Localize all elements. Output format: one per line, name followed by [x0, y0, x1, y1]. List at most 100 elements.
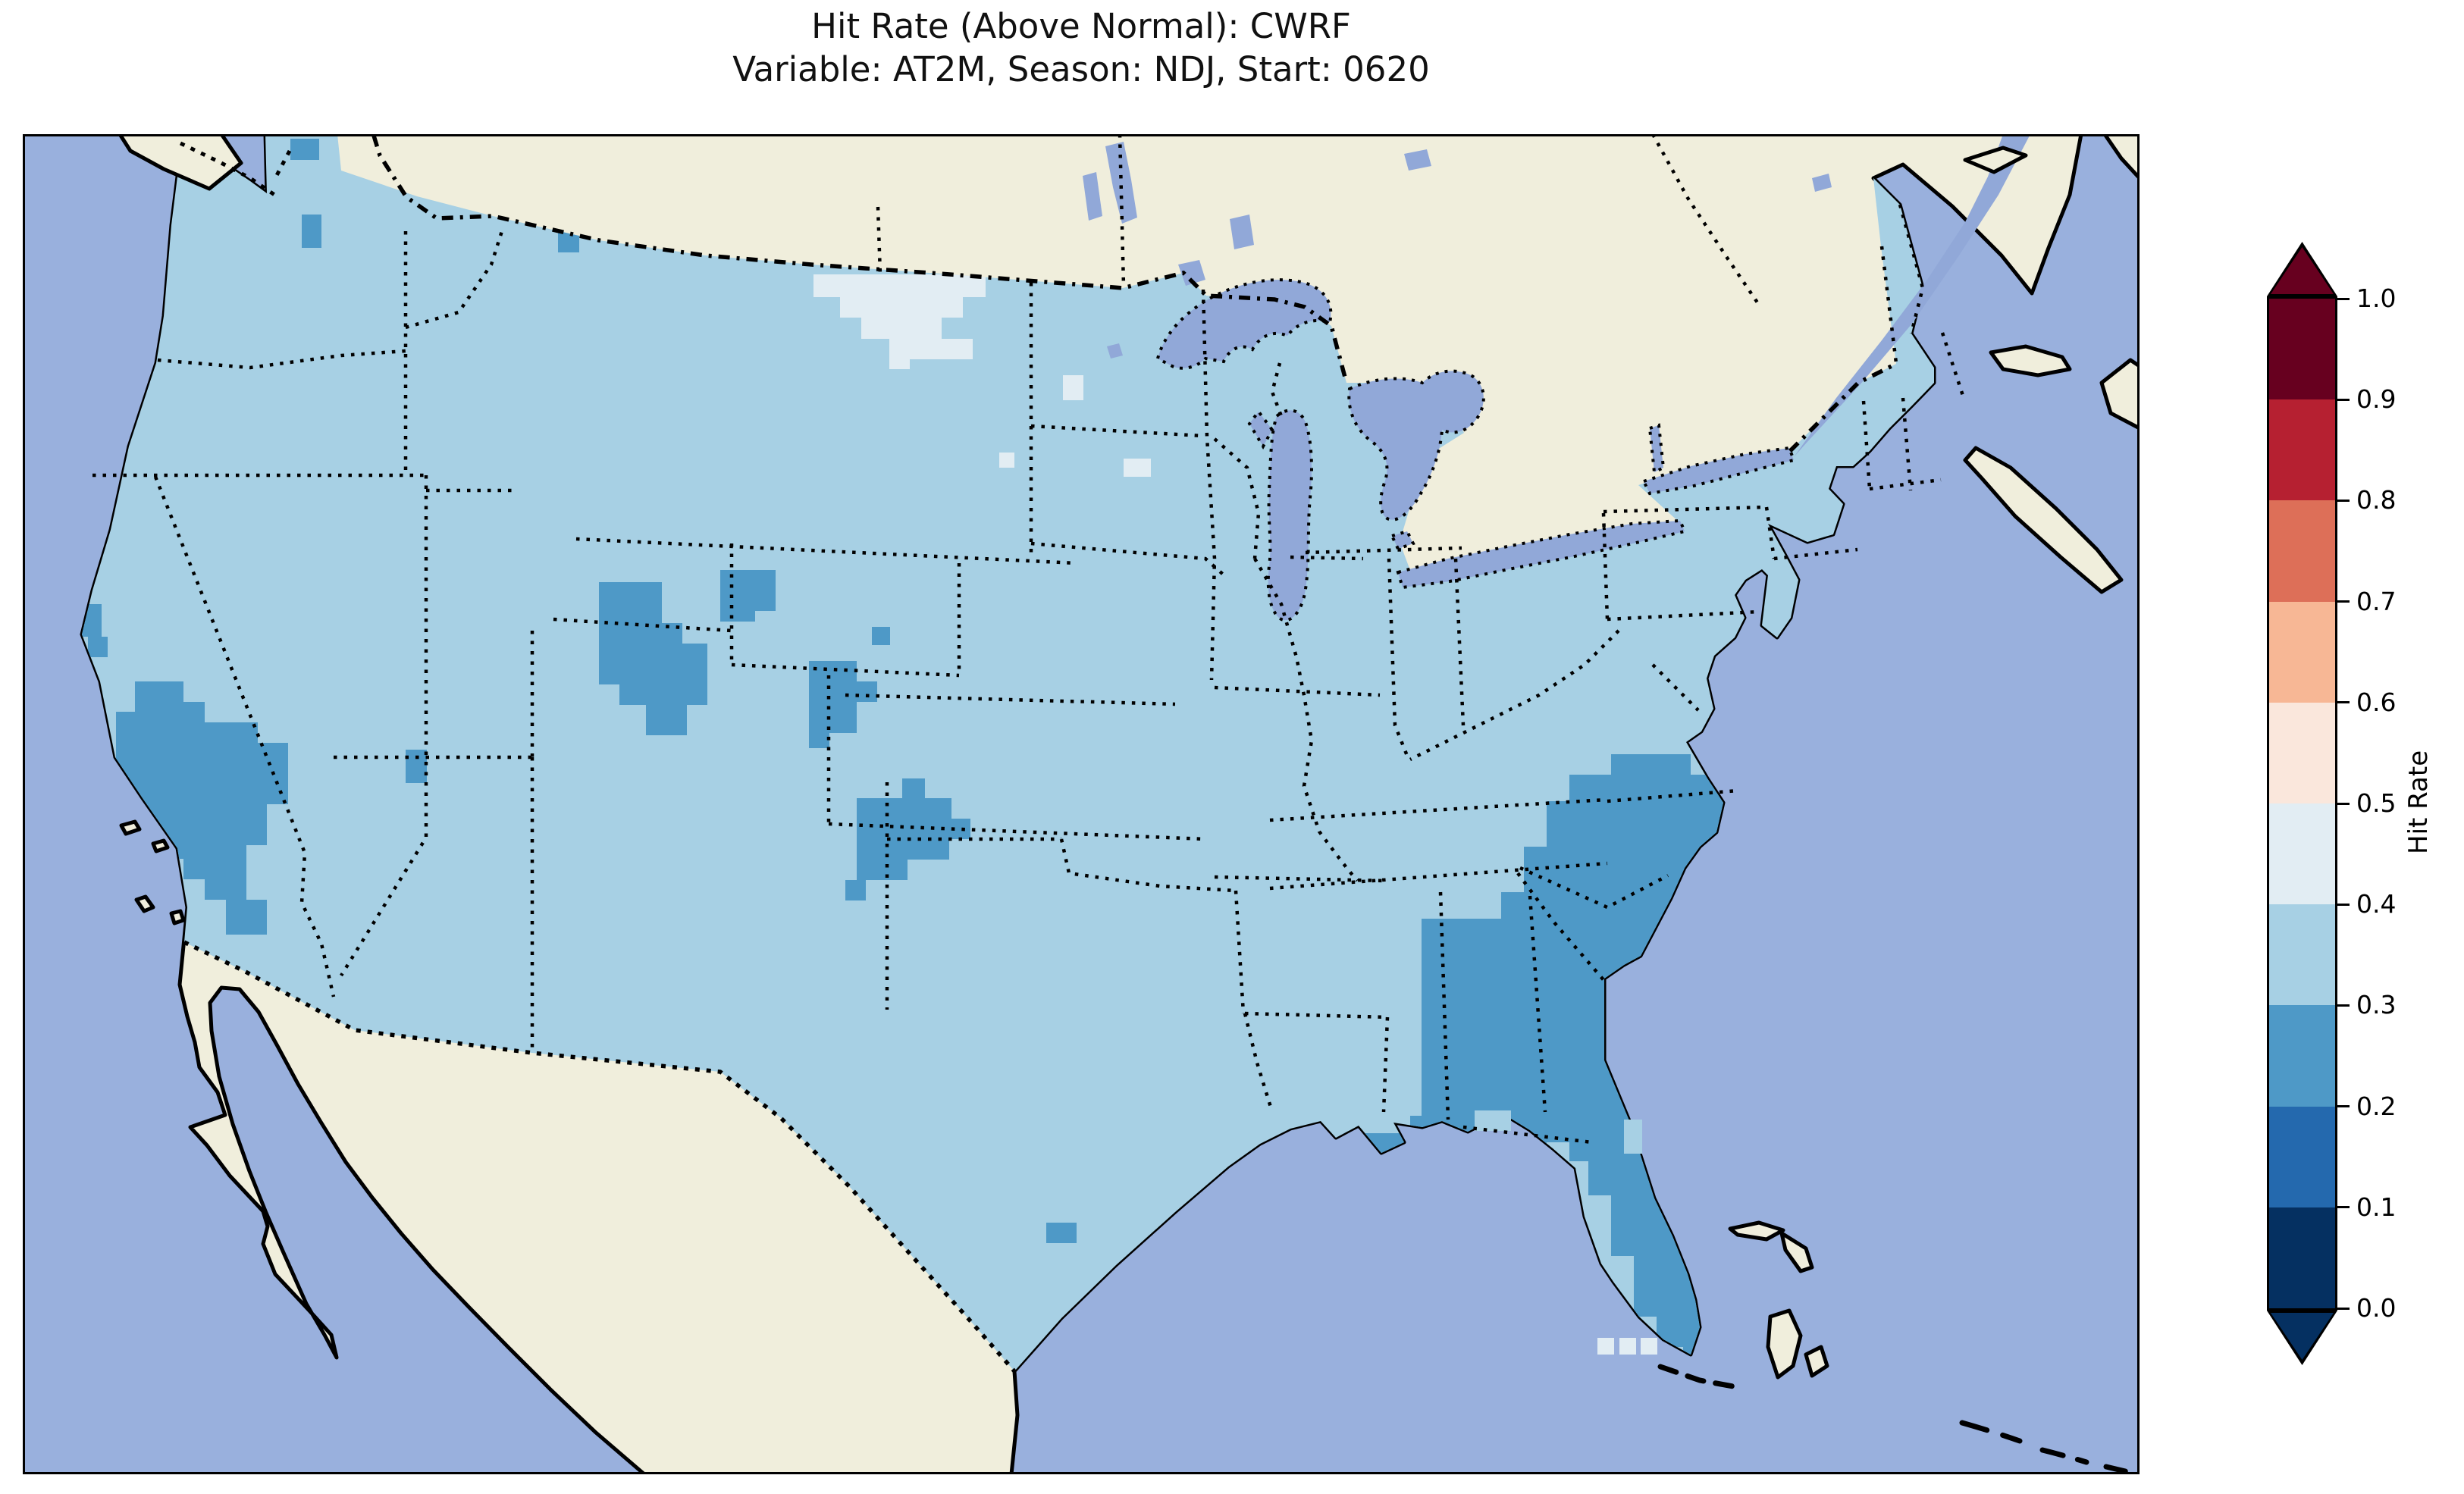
colorbar-tick-mark-0.7: [2337, 600, 2350, 603]
keys-cell-1: [1597, 1338, 1614, 1355]
bahamas-grand-bahama: [1728, 1220, 1785, 1242]
hit-rate-mid-islands: [1475, 1110, 1642, 1154]
keys-cell-3: [1641, 1338, 1657, 1355]
colorbar-tick-label-0.5: 0.5: [2356, 788, 2397, 818]
patch-north-dakota: [813, 274, 986, 369]
colorbar-segment-0.6-0.7: [2269, 601, 2335, 703]
us-mexico-border: [183, 940, 1017, 1373]
colorbar-segment-0.4-0.5: [2269, 803, 2335, 905]
chart-title: Hit Rate (Above Normal): CWRF Variable: …: [23, 5, 2140, 91]
colorbar-tick-label-0.3: 0.3: [2356, 990, 2397, 1020]
channel-islands: [119, 819, 186, 926]
state-border-sc-ga: [1516, 872, 1607, 983]
state-borders: [92, 134, 1966, 1145]
lake-st-clair: [1390, 529, 1415, 551]
keys-cell-2: [1619, 1338, 1636, 1355]
patch-wyoming-b: [720, 570, 776, 622]
cape-breton: [2099, 358, 2140, 431]
colorbar-tick-mark-0.8: [2337, 499, 2350, 502]
colorbar-tick-mark-0.3: [2337, 1004, 2350, 1007]
state-border-ia-mo: [1214, 685, 1381, 697]
colorbar-tick-label-0.0: 0.0: [2356, 1293, 2397, 1323]
colorbar-tick-label-0.9: 0.9: [2356, 384, 2397, 415]
anticosti-island: [1963, 146, 2028, 174]
chart-title-line1: Hit Rate (Above Normal): CWRF: [811, 6, 1351, 46]
canada-water: [1083, 134, 2030, 457]
cuba-dash-1: [1959, 1420, 2023, 1444]
patch-puget-cell-b: [302, 215, 321, 248]
state-border-nc-sc: [1519, 866, 1669, 910]
bahamas-andros: [1766, 1308, 1803, 1380]
state-border-ma-ct: [1773, 547, 1858, 561]
colorbar-segment-0.0-0.1: [2269, 1207, 2335, 1308]
lake-erie: [1396, 518, 1687, 590]
colorbar-over-arrow: [2267, 242, 2337, 296]
state-border-va-nc: [1607, 788, 1738, 803]
colorbar-tick-mark-0.4: [2337, 903, 2350, 906]
canada-lake-small-b: [1812, 174, 1832, 192]
colorbar-segment-0.3-0.4: [2269, 904, 2335, 1006]
state-border-wa-or: [157, 349, 406, 370]
canada-lake-small-a: [1404, 149, 1431, 171]
cuba-dash-2: [2039, 1447, 2089, 1465]
colorbar-tick-label-0.6: 0.6: [2356, 687, 2397, 717]
colorbar-segment-0.2-0.3: [2269, 1005, 2335, 1107]
colorbar-tick-label-0.4: 0.4: [2356, 889, 2397, 919]
colorbar-segment-0.8-0.9: [2269, 399, 2335, 501]
colorbar-tick-label-1.0: 1.0: [2356, 283, 2397, 313]
state-border-mt-south: [575, 537, 1077, 565]
colorbar-tick-mark-1.0: [2337, 297, 2350, 300]
map-frame: [23, 134, 2140, 1474]
state-border-wv-va: [1651, 663, 1700, 712]
juan-de-fuca-strait-border: [179, 141, 292, 200]
state-border-tx-la: [1243, 1013, 1274, 1113]
map-axes: [23, 134, 2140, 1474]
patch-wyoming-a: [599, 582, 707, 735]
state-border-me-nh: [1940, 332, 1966, 399]
colorbar-over-arrow-fill: [2271, 247, 2334, 294]
state-border-ga-fl: [1462, 1125, 1593, 1145]
cuba-dash-3: [2103, 1464, 2140, 1474]
colorbar-under-arrow: [2267, 1311, 2337, 1365]
newfoundland-corner: [2102, 134, 2140, 180]
cuba-coast-dashes: [1657, 1364, 2140, 1474]
state-border-pa-ny: [1603, 505, 1767, 514]
state-border-ks-ok: [828, 822, 1206, 841]
patch-ne-colorado-cell: [872, 627, 890, 645]
state-border-ne-ks: [845, 693, 1176, 706]
keys-ocean-cells: [1597, 1338, 1657, 1355]
nova-scotia: [1963, 446, 2124, 594]
state-border-ny-vt: [1861, 400, 1872, 490]
state-border-wi-il: [1290, 555, 1364, 561]
state-border-ok-ar: [1234, 890, 1246, 1014]
patch-socal-arizona: [96, 681, 288, 935]
colorbar-under-arrow-fill: [2271, 1313, 2334, 1360]
province-border-ab-sk: [876, 206, 882, 276]
state-border-ma-north: [1869, 478, 1942, 491]
colorbar-tick-mark-0.9: [2337, 398, 2350, 401]
colorbar-segments: [2267, 296, 2337, 1311]
lake-manitoba: [1083, 172, 1102, 221]
patch-mn-cell-c: [1124, 459, 1151, 477]
colorbar-axis-label: Hit Rate: [2403, 750, 2434, 854]
patch-fl-coast-cells: [1624, 1120, 1642, 1154]
colorbar-tick-label-0.7: 0.7: [2356, 586, 2397, 616]
state-border-co-north: [731, 662, 960, 678]
colorbar-tick-mark-0.6: [2337, 701, 2350, 704]
state-border-in-oh: [1453, 558, 1466, 726]
patch-nm-cell: [406, 750, 427, 783]
lake-nipigon: [1230, 215, 1254, 249]
state-border-mn-wi-river: [1213, 437, 1261, 559]
florida-keys-dash: [1657, 1364, 1736, 1389]
green-bay: [1247, 409, 1274, 450]
state-border-ar-la: [1244, 1011, 1388, 1019]
state-border-ny-east: [1764, 506, 1776, 559]
chart-title-line2: Variable: AT2M, Season: NDJ, Start: 0620: [732, 49, 1430, 89]
lake-of-the-woods: [1178, 260, 1205, 286]
state-border-mn-west: [1201, 289, 1217, 681]
colorbar-tick-mark-0.5: [2337, 802, 2350, 805]
lake-ontario: [1641, 446, 1796, 496]
colorbar-tick-mark-0.2: [2337, 1105, 2350, 1108]
lake-champlain: [1647, 423, 1666, 475]
